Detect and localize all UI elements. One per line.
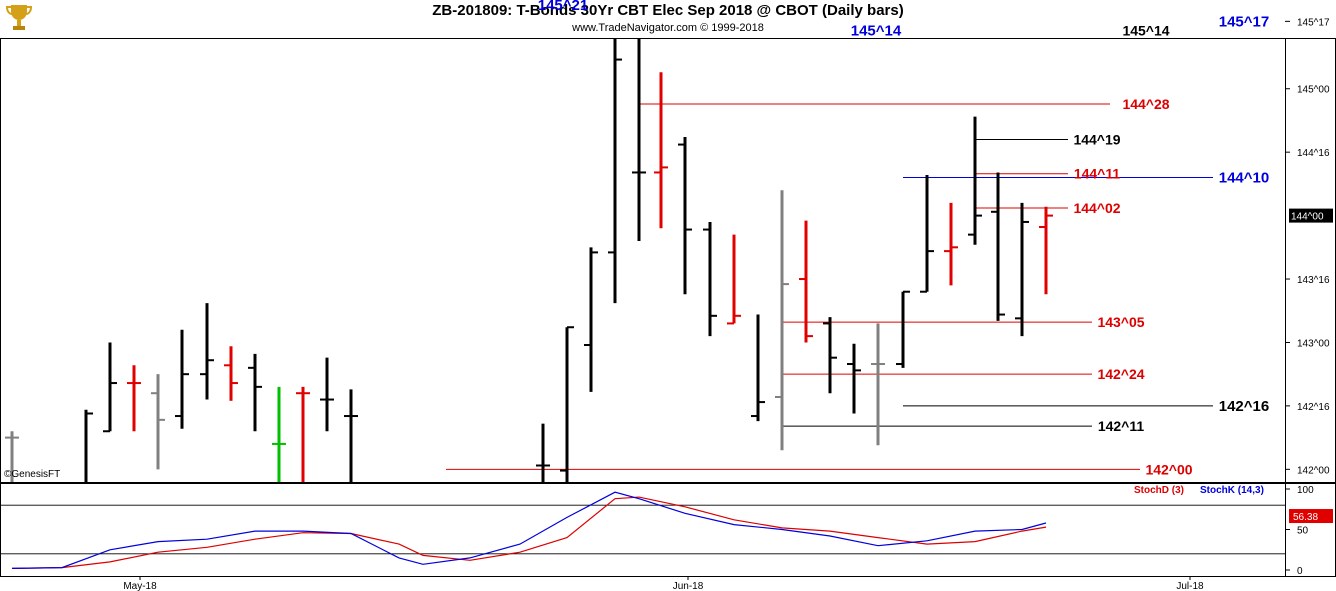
stoch-panel-frame	[0, 483, 1336, 577]
level-label: 144^10	[1219, 170, 1269, 187]
level-label: 144^28	[1122, 96, 1169, 112]
data-copyright: ©GenesisFT	[4, 469, 61, 480]
x-tick-label: Jun-18	[673, 581, 704, 591]
trophy-logo-icon	[4, 2, 34, 34]
level-label: 142^24	[1097, 366, 1144, 382]
level-label: 142^00	[1145, 461, 1192, 477]
stoch-tick-label: 0	[1297, 566, 1303, 577]
level-label: 145^14	[1122, 22, 1169, 38]
price-tick-label: 143^00	[1297, 338, 1330, 349]
price-plot-area	[5, 39, 1213, 482]
stoch-series-line	[11, 496, 1047, 569]
level-label: 144^11	[1074, 166, 1121, 182]
stoch-series-line	[11, 491, 1047, 569]
chart-title: ZB-201809: T-Bonds 30Yr CBT Elec Sep 201…	[432, 2, 904, 19]
price-tick-label: 143^16	[1297, 275, 1330, 286]
level-label: 144^19	[1073, 131, 1120, 147]
stoch-tick-label: 100	[1297, 485, 1314, 496]
price-tick-label: 142^16	[1297, 402, 1330, 413]
stoch-legend-d: StochD (3)	[1134, 485, 1184, 496]
price-tick-label: 144^16	[1297, 148, 1330, 159]
price-tick-label: 145^17	[1297, 17, 1330, 28]
price-tick-label: 145^00	[1297, 85, 1330, 96]
level-label: 143^05	[1097, 314, 1144, 330]
stoch-tick-label: 50	[1297, 526, 1309, 537]
x-tick-label: Jul-18	[1176, 581, 1204, 591]
level-label: 145^21	[538, 0, 588, 14]
chart-subtitle: www.TradeNavigator.com © 1999-2018	[572, 22, 764, 34]
level-label: 145^17	[1219, 14, 1269, 31]
price-tick-label: 142^00	[1297, 465, 1330, 476]
stoch-badge-bg	[1289, 509, 1333, 524]
level-label: 142^16	[1219, 398, 1269, 415]
price-badge: 144^00	[1291, 212, 1324, 223]
x-tick-label: May-18	[123, 581, 157, 591]
level-label: 142^11	[1098, 418, 1145, 434]
price-badge-bg	[1289, 208, 1333, 223]
level-label: 145^14	[851, 22, 902, 39]
stoch-badge: 56.38	[1293, 512, 1318, 523]
stoch-legend-k: StochK (14,3)	[1200, 485, 1264, 496]
level-label: 144^02	[1073, 200, 1120, 216]
